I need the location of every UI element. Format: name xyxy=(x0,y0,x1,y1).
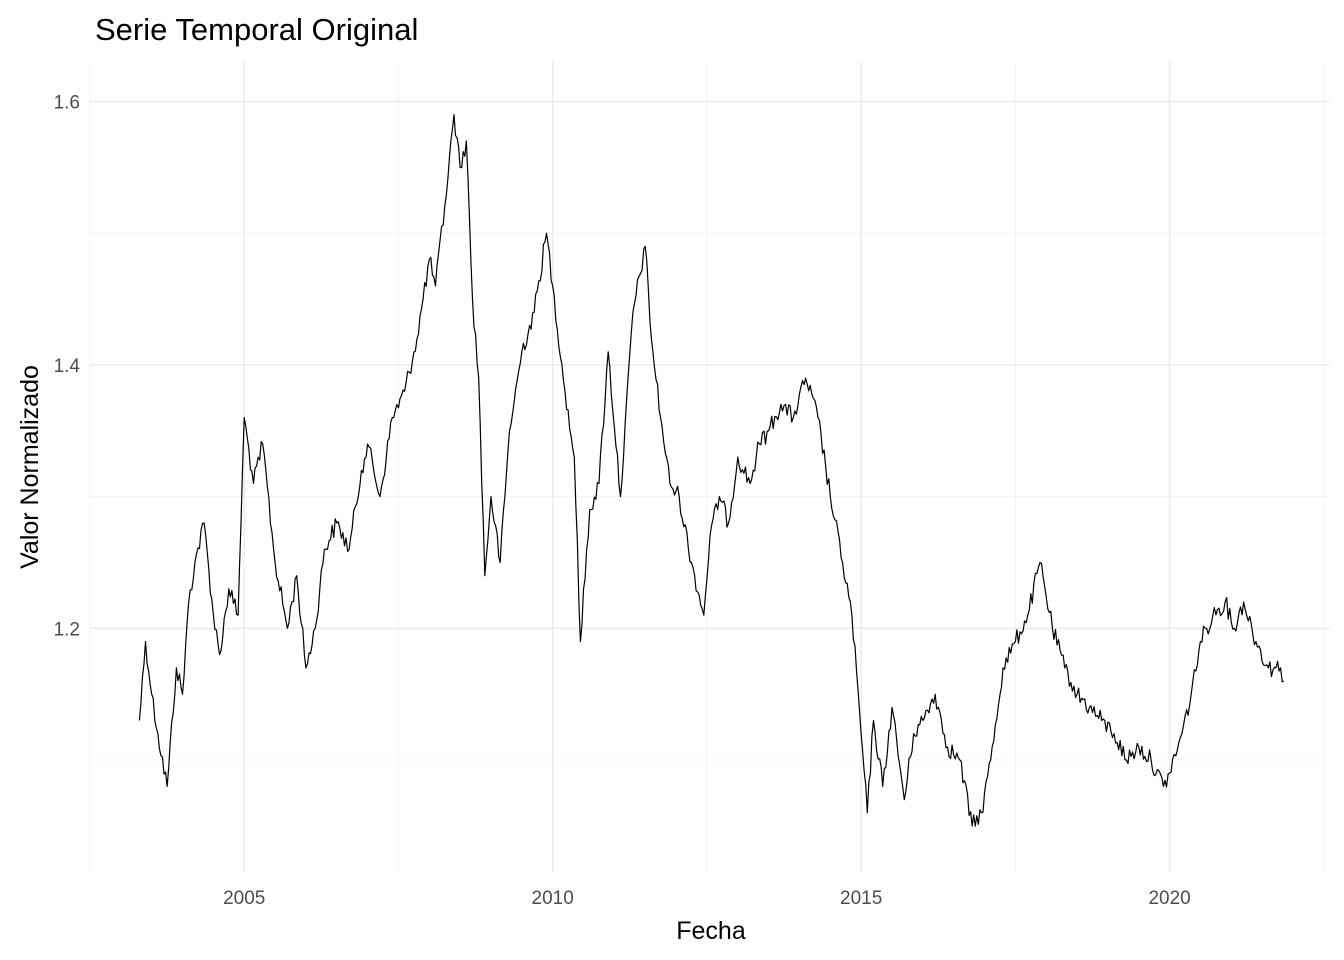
y-tick-label: 1.2 xyxy=(54,619,80,640)
x-tick-label: 2010 xyxy=(532,888,574,909)
x-tick-label: 2015 xyxy=(840,888,882,909)
series-group xyxy=(138,114,1284,827)
y-tick-label: 1.6 xyxy=(54,93,80,114)
y-tick-label: 1.4 xyxy=(54,356,81,377)
x-axis-title: Fecha xyxy=(676,917,746,945)
x-tick-label: 2005 xyxy=(223,888,265,909)
chart-title: Serie Temporal Original xyxy=(95,12,418,47)
y-axis-ticks: 1.2 1.4 1.6 xyxy=(54,93,81,641)
x-tick-label: 2020 xyxy=(1148,888,1190,909)
y-axis-title: Valor Normalizado xyxy=(16,365,44,569)
x-axis-ticks: 2005 2010 2015 2020 xyxy=(223,888,1191,909)
series-line xyxy=(138,114,1284,827)
